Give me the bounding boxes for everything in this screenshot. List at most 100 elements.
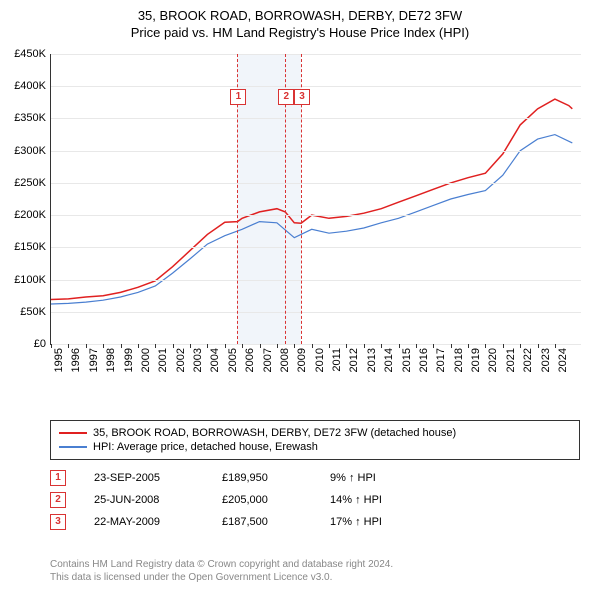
plot-region: 1 23 (50, 54, 581, 345)
x-tick (416, 344, 417, 348)
y-tick-label: £450K (14, 48, 46, 60)
tx-hpi: 14% ↑ HPI (330, 494, 420, 506)
transaction-row: 3 22-MAY-2009 £187,500 17% ↑ HPI (50, 514, 420, 530)
x-tick (381, 344, 382, 348)
legend-swatch (59, 432, 87, 434)
x-tick-label: 2013 (366, 348, 378, 372)
y-tick-label: £250K (14, 177, 46, 189)
x-tick-label: 1996 (70, 348, 82, 372)
footer-line2: This data is licensed under the Open Gov… (50, 571, 393, 584)
tx-date: 25-JUN-2008 (94, 494, 194, 506)
page: 35, BROOK ROAD, BORROWASH, DERBY, DE72 3… (0, 0, 600, 590)
y-tick-label: £300K (14, 145, 46, 157)
x-tick (86, 344, 87, 348)
x-tick (138, 344, 139, 348)
x-tick-label: 2019 (470, 348, 482, 372)
line-svg (51, 54, 581, 344)
marker-box: 1 (50, 470, 66, 486)
tx-price: £187,500 (222, 516, 302, 528)
gridline (51, 86, 581, 87)
x-tick (555, 344, 556, 348)
x-tick (190, 344, 191, 348)
tx-date: 23-SEP-2005 (94, 472, 194, 484)
x-tick (225, 344, 226, 348)
y-tick-label: £400K (14, 80, 46, 92)
y-tick-label: £0 (34, 338, 46, 350)
legend-item: 35, BROOK ROAD, BORROWASH, DERBY, DE72 3… (59, 427, 571, 439)
x-tick-label: 2005 (227, 348, 239, 372)
x-tick (173, 344, 174, 348)
y-tick-label: £350K (14, 112, 46, 124)
x-tick-label: 2014 (383, 348, 395, 372)
x-tick (503, 344, 504, 348)
gridline (51, 151, 581, 152)
x-tick (121, 344, 122, 348)
x-tick-label: 1998 (105, 348, 117, 372)
gridline (51, 280, 581, 281)
x-tick-label: 2024 (557, 348, 569, 372)
x-tick-label: 2017 (435, 348, 447, 372)
transaction-row: 2 25-JUN-2008 £205,000 14% ↑ HPI (50, 492, 420, 508)
x-tick-label: 2003 (192, 348, 204, 372)
tx-date: 22-MAY-2009 (94, 516, 194, 528)
gridline (51, 118, 581, 119)
title-line2: Price paid vs. HM Land Registry's House … (0, 25, 600, 42)
y-tick-label: £150K (14, 241, 46, 253)
x-tick-label: 2007 (262, 348, 274, 372)
x-tick-label: 2002 (175, 348, 187, 372)
legend-label: 35, BROOK ROAD, BORROWASH, DERBY, DE72 3… (93, 427, 456, 439)
x-tick-label: 2000 (140, 348, 152, 372)
legend-label: HPI: Average price, detached house, Erew… (93, 441, 318, 453)
legend-item: HPI: Average price, detached house, Erew… (59, 441, 571, 453)
x-tick-label: 2010 (314, 348, 326, 372)
marker-box: 2 (50, 492, 66, 508)
x-tick (103, 344, 104, 348)
x-tick (399, 344, 400, 348)
x-tick-label: 2009 (296, 348, 308, 372)
x-tick-label: 2015 (401, 348, 413, 372)
series-price_paid (51, 99, 572, 299)
x-tick-label: 2011 (331, 348, 343, 372)
y-tick-label: £50K (20, 306, 46, 318)
gridline (51, 215, 581, 216)
y-tick-label: £100K (14, 274, 46, 286)
tx-hpi: 17% ↑ HPI (330, 516, 420, 528)
x-tick-label: 2020 (487, 348, 499, 372)
tx-hpi: 9% ↑ HPI (330, 472, 420, 484)
x-tick (538, 344, 539, 348)
x-tick-label: 2008 (279, 348, 291, 372)
marker-box: 3 (50, 514, 66, 530)
transaction-row: 1 23-SEP-2005 £189,950 9% ↑ HPI (50, 470, 420, 486)
x-tick (329, 344, 330, 348)
gridline (51, 247, 581, 248)
x-tick (451, 344, 452, 348)
x-tick-label: 2004 (209, 348, 221, 372)
x-tick-label: 2001 (157, 348, 169, 372)
x-tick-label: 2018 (453, 348, 465, 372)
marker-box: 1 (230, 89, 246, 105)
marker-box: 2 (278, 89, 294, 105)
x-tick-label: 2012 (348, 348, 360, 372)
legend: 35, BROOK ROAD, BORROWASH, DERBY, DE72 3… (50, 420, 580, 460)
x-tick-label: 2023 (540, 348, 552, 372)
x-tick (468, 344, 469, 348)
y-tick-label: £200K (14, 209, 46, 221)
x-tick (260, 344, 261, 348)
footer-line1: Contains HM Land Registry data © Crown c… (50, 558, 393, 571)
tx-price: £205,000 (222, 494, 302, 506)
x-tick (242, 344, 243, 348)
marker-box: 3 (294, 89, 310, 105)
chart-area: 123 £0£50K£100K£150K£200K£250K£300K£350K… (50, 54, 580, 374)
x-tick-label: 2022 (522, 348, 534, 372)
x-tick-label: 1999 (123, 348, 135, 372)
gridline (51, 344, 581, 345)
legend-swatch (59, 446, 87, 448)
x-tick-label: 2021 (505, 348, 517, 372)
x-tick-label: 1997 (88, 348, 100, 372)
chart-title: 35, BROOK ROAD, BORROWASH, DERBY, DE72 3… (0, 0, 600, 42)
x-tick-label: 1995 (53, 348, 65, 372)
footer-attribution: Contains HM Land Registry data © Crown c… (50, 558, 393, 584)
x-tick (312, 344, 313, 348)
tx-price: £189,950 (222, 472, 302, 484)
x-tick-label: 2016 (418, 348, 430, 372)
